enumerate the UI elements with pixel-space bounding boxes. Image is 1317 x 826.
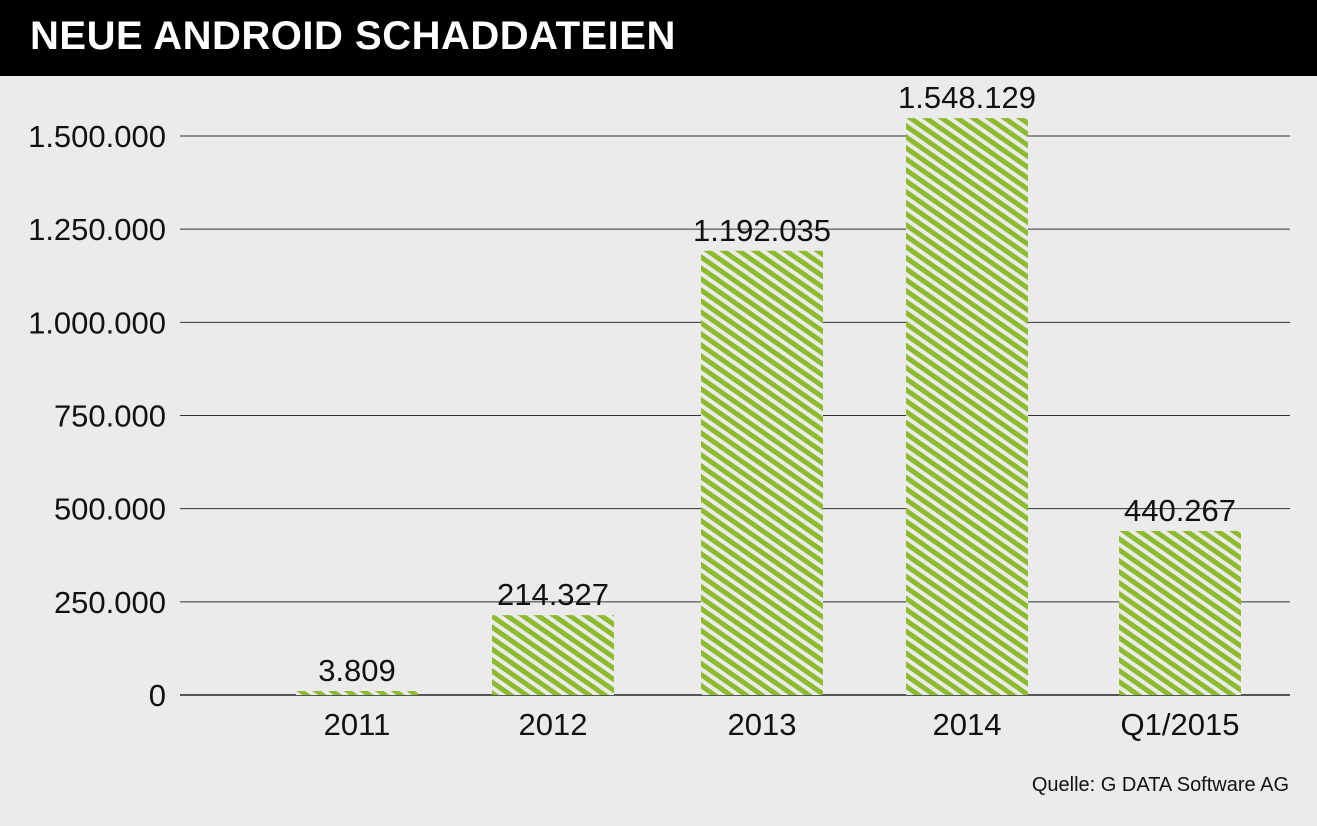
title-bar: NEUE ANDROID SCHADDATEIEN (0, 0, 1317, 76)
y-tick-label: 1.500.000 (28, 119, 166, 154)
data-label: 1.192.035 (693, 213, 831, 248)
x-tick-label: 2012 (519, 707, 588, 742)
chart-title: NEUE ANDROID SCHADDATEIEN (30, 14, 676, 58)
x-tick-label: 2014 (933, 707, 1002, 742)
bar (1119, 530, 1241, 695)
data-label: 214.327 (497, 577, 609, 612)
bar (701, 250, 823, 695)
x-tick-label: 2013 (728, 707, 797, 742)
bar (492, 615, 614, 695)
y-tick-label: 250.000 (54, 585, 166, 620)
data-label: 1.548.129 (898, 80, 1036, 115)
data-label: 3.809 (318, 653, 396, 688)
bar (296, 691, 418, 695)
y-tick-label: 750.000 (54, 399, 166, 434)
source-note: Quelle: G DATA Software AG (1031, 774, 1289, 796)
x-tick-label: Q1/2015 (1121, 707, 1240, 742)
data-label: 440.267 (1124, 493, 1236, 528)
bar (906, 118, 1028, 696)
y-tick-label: 500.000 (54, 492, 166, 527)
x-tick-label: 2011 (324, 707, 391, 742)
y-tick-label: 1.000.000 (28, 305, 166, 340)
y-tick-label: 0 (149, 678, 166, 713)
y-tick-label: 1.250.000 (28, 212, 166, 247)
